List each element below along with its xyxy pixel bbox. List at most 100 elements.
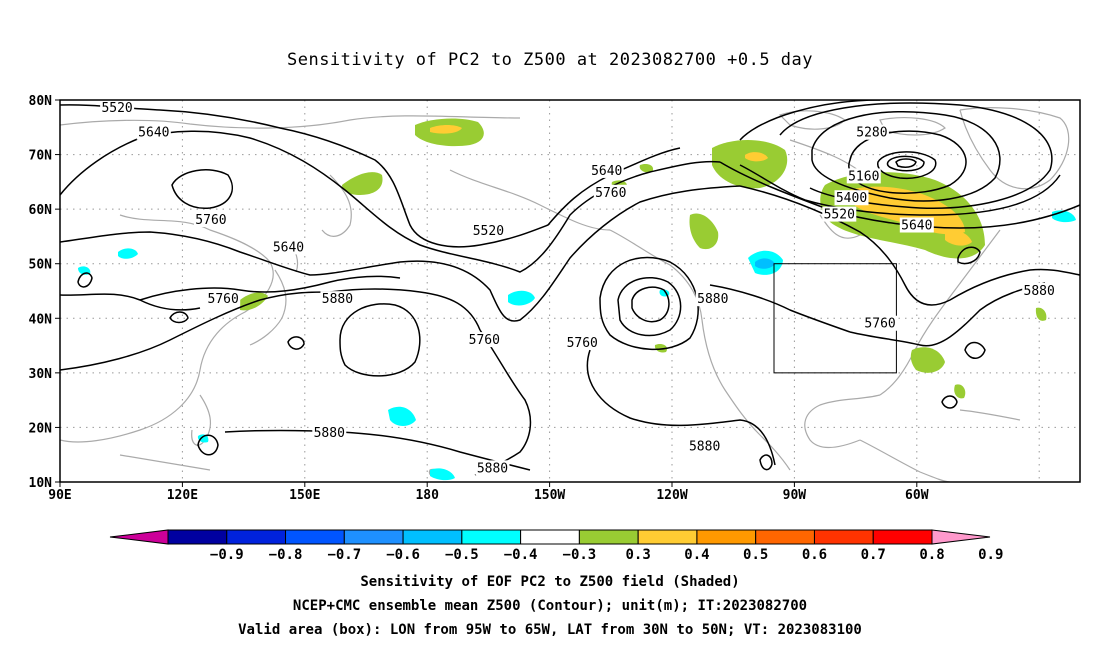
contour-5160: [877, 151, 937, 180]
contour-label: 5880: [689, 440, 720, 455]
lat-label: 70N: [29, 149, 53, 164]
contour-label-bg: [846, 168, 881, 184]
contour-5760: [631, 286, 670, 323]
contour-label-bg: [206, 291, 241, 307]
contour-label: 5640: [901, 219, 932, 234]
colorbar-swatch: [872, 529, 933, 545]
positive-region: [712, 140, 788, 189]
contour-label: 5760: [567, 336, 598, 351]
lat-label: 50N: [29, 258, 53, 273]
positive-strong-region: [850, 186, 965, 235]
negative-region: [508, 290, 535, 306]
contour-small: [287, 336, 305, 350]
colorbar-label: 0.9: [978, 547, 1003, 563]
contour-label: 5880: [314, 426, 345, 441]
contour-label: 5160: [848, 169, 879, 184]
colorbar-swatch: [343, 529, 404, 545]
contour-labels: 5520 5640 5760 5640 5760 5880 5520 5760 5640 5760…: [100, 100, 1057, 476]
colorbar-swatch: [578, 529, 639, 545]
contour-label-bg: [1022, 283, 1057, 298]
contour-label-bg: [193, 212, 228, 228]
colorbar-label: 0.3: [626, 547, 651, 563]
colorbar-max-arrow: [931, 529, 991, 545]
contour-label: 5760: [208, 292, 239, 307]
colorbar-label: 0.7: [861, 547, 886, 563]
contour-label: 5520: [473, 224, 504, 239]
colorbar-label: −0.6: [386, 547, 420, 563]
map-grid: [60, 100, 1080, 482]
lat-label: 30N: [29, 367, 53, 382]
contour-small: [941, 395, 958, 409]
contour-small: [964, 341, 986, 359]
lon-label: 150E: [289, 488, 320, 503]
negative-region: [197, 434, 209, 443]
lat-label: 10N: [29, 476, 53, 491]
colorbar-label: 0.8: [919, 547, 944, 563]
lon-label: 150W: [534, 488, 565, 503]
colorbar-label: −0.3: [563, 547, 597, 563]
colorbar: [109, 529, 991, 545]
contour-label-bg: [565, 334, 600, 350]
colorbar-swatch: [402, 529, 463, 545]
z500-contours: [60, 100, 1080, 476]
contour-small: [77, 272, 93, 288]
colorbar-label: −0.7: [327, 547, 361, 563]
lon-label: 90E: [48, 488, 71, 503]
contour-5640: [60, 130, 721, 273]
colorbar-label: 0.5: [743, 547, 768, 563]
contour-label-bg: [834, 190, 869, 206]
colorbar-swatch: [696, 529, 757, 545]
contour-label-bg: [136, 124, 171, 140]
contour-small: [197, 434, 219, 456]
contour-label-bg: [822, 206, 857, 222]
contour-label-bg: [593, 184, 628, 200]
contour-5760: [617, 277, 682, 337]
contour-5760: [171, 169, 233, 209]
positive-strong-region: [945, 230, 972, 246]
negative-region: [1052, 210, 1076, 223]
contour-5760: [60, 185, 741, 322]
positive-region: [689, 213, 719, 250]
contour-5520: [60, 104, 681, 248]
positive-region: [639, 163, 654, 173]
colorbar-label: −0.4: [504, 547, 538, 563]
positive-region: [954, 384, 966, 399]
caption-contour: NCEP+CMC ensemble mean Z500 (Contour); u…: [292, 598, 808, 614]
contour-5880: [474, 329, 532, 476]
contour-label-bg: [320, 291, 355, 307]
contour-label-bg: [471, 222, 506, 238]
contour-5280: [811, 110, 1001, 202]
negative-region: [118, 248, 138, 259]
sensitivity-shading: [78, 118, 1076, 481]
contour-label: 5880: [322, 292, 353, 307]
lat-label: 20N: [29, 421, 53, 436]
contour-5520: [739, 100, 1061, 216]
contour-5160: [886, 155, 925, 172]
contour-label: 5640: [591, 164, 622, 179]
contour-label: 5640: [138, 126, 169, 141]
contour-label-bg: [695, 291, 730, 307]
contour-label-bg: [863, 315, 898, 331]
colorbar-label: −0.8: [269, 547, 303, 563]
contour-5880: [849, 282, 1046, 347]
contour-label: 5760: [864, 317, 895, 332]
lon-label: 120E: [167, 488, 198, 503]
positive-strong-region: [430, 125, 462, 134]
coastlines: [60, 107, 1070, 482]
lon-label: 90W: [783, 488, 807, 503]
contour-5880: [339, 303, 421, 377]
latitude-labels: 80N 70N 60N 50N 40N 30N 20N 10N: [29, 94, 60, 491]
lat-label: 80N: [29, 94, 53, 109]
contour-5880: [709, 284, 851, 333]
contour-label: 5880: [697, 292, 728, 307]
colorbar-swatch: [520, 529, 580, 545]
plot-title: Sensitivity of PC2 to Z500 at 2023082700…: [286, 50, 813, 70]
negative-region: [755, 258, 775, 269]
contour-label-bg: [312, 424, 347, 440]
contour-label: 5280: [856, 126, 887, 141]
positive-region: [342, 172, 383, 195]
contour-5880: [586, 349, 776, 466]
map-frame: [59, 99, 1081, 483]
contour-label-bg: [100, 100, 135, 116]
